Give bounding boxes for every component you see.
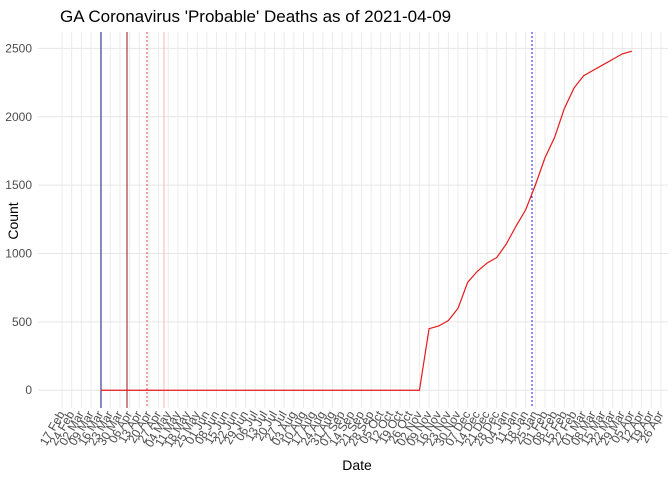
y-tick-label: 1500 [5, 178, 32, 192]
y-tick-label: 0 [25, 383, 32, 397]
data-line [100, 50, 633, 391]
y-tick-label: 1000 [5, 246, 32, 260]
y-axis-title: Count [5, 202, 21, 239]
grid [38, 32, 668, 408]
x-axis-title: Date [342, 457, 372, 473]
event-lines [100, 32, 533, 408]
chart-title: GA Coronavirus 'Probable' Deaths as of 2… [60, 7, 451, 26]
y-tick-label: 2500 [5, 41, 32, 55]
y-tick-label: 500 [12, 315, 32, 329]
y-tick-label: 2000 [5, 110, 32, 124]
